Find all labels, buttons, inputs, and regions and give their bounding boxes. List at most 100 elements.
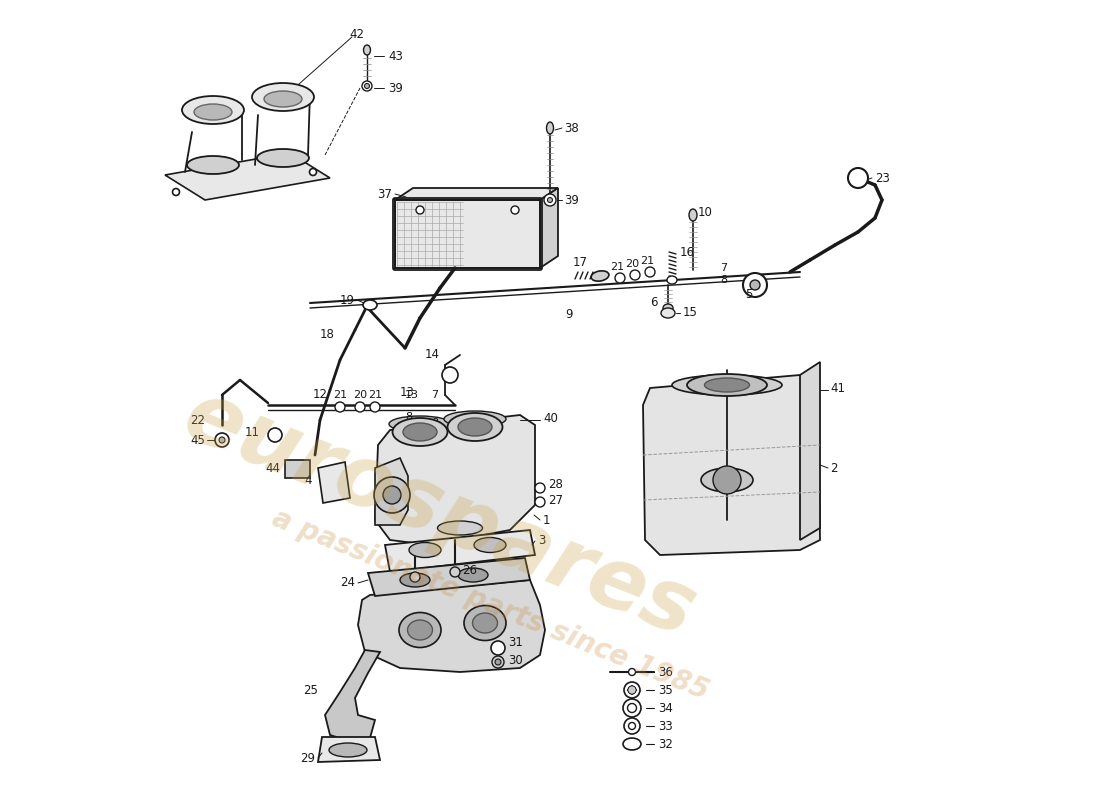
Text: 39: 39: [388, 82, 403, 94]
Text: 37: 37: [377, 187, 392, 201]
Ellipse shape: [363, 300, 377, 310]
Text: 40: 40: [543, 411, 558, 425]
Polygon shape: [800, 362, 820, 540]
Text: a passionate parts since 1985: a passionate parts since 1985: [267, 504, 713, 706]
Text: 19: 19: [340, 294, 355, 306]
Text: 38: 38: [564, 122, 579, 134]
Text: 4: 4: [305, 474, 312, 486]
Polygon shape: [375, 458, 408, 525]
Ellipse shape: [448, 413, 503, 441]
Ellipse shape: [672, 375, 782, 395]
Circle shape: [416, 206, 424, 214]
Text: 21: 21: [333, 390, 348, 400]
Ellipse shape: [409, 542, 441, 558]
Circle shape: [535, 497, 544, 507]
Circle shape: [615, 273, 625, 283]
Circle shape: [628, 686, 636, 694]
Circle shape: [548, 198, 552, 202]
Circle shape: [370, 402, 379, 412]
Text: 30: 30: [508, 654, 522, 666]
Polygon shape: [395, 188, 558, 200]
Circle shape: [410, 572, 420, 582]
Polygon shape: [165, 153, 330, 200]
Circle shape: [362, 81, 372, 91]
Text: 35: 35: [658, 683, 673, 697]
Ellipse shape: [329, 743, 367, 757]
Circle shape: [219, 437, 225, 443]
Circle shape: [628, 686, 636, 694]
Text: 3: 3: [538, 534, 546, 546]
Text: 20: 20: [625, 259, 639, 269]
Circle shape: [364, 83, 370, 89]
Text: 12: 12: [314, 389, 328, 402]
Text: 44: 44: [265, 462, 280, 474]
Ellipse shape: [474, 538, 506, 553]
Text: 45: 45: [190, 434, 205, 446]
Ellipse shape: [252, 83, 314, 111]
Circle shape: [535, 483, 544, 493]
Circle shape: [628, 686, 636, 694]
Circle shape: [623, 699, 641, 717]
Ellipse shape: [257, 149, 309, 167]
Circle shape: [383, 486, 402, 504]
Circle shape: [624, 718, 640, 734]
Ellipse shape: [187, 156, 239, 174]
Text: 36: 36: [658, 666, 673, 678]
Ellipse shape: [688, 374, 767, 396]
Text: 20: 20: [353, 390, 367, 400]
Text: 6: 6: [650, 295, 658, 309]
Ellipse shape: [438, 521, 483, 535]
Text: 33: 33: [658, 719, 673, 733]
Ellipse shape: [704, 378, 749, 392]
Text: 42: 42: [350, 29, 364, 42]
Circle shape: [173, 189, 179, 195]
Ellipse shape: [393, 418, 448, 446]
Polygon shape: [644, 375, 820, 555]
Text: 39: 39: [564, 194, 579, 206]
Circle shape: [628, 669, 636, 675]
Polygon shape: [285, 460, 310, 478]
Ellipse shape: [458, 418, 492, 436]
Circle shape: [492, 656, 504, 668]
Text: 27: 27: [548, 494, 563, 506]
Ellipse shape: [701, 468, 754, 492]
Ellipse shape: [403, 423, 437, 441]
Text: 2: 2: [830, 462, 837, 474]
Ellipse shape: [661, 308, 675, 318]
Text: 21: 21: [640, 256, 654, 266]
Text: 7: 7: [396, 422, 404, 432]
Circle shape: [713, 466, 741, 494]
Circle shape: [848, 168, 868, 188]
Circle shape: [645, 267, 654, 277]
Text: 25: 25: [304, 683, 318, 697]
Text: 15: 15: [683, 306, 697, 319]
Text: 8: 8: [720, 275, 727, 285]
Circle shape: [491, 641, 505, 655]
Circle shape: [624, 682, 640, 698]
Ellipse shape: [667, 276, 676, 284]
Text: 16: 16: [680, 246, 695, 258]
Circle shape: [450, 567, 460, 577]
Ellipse shape: [591, 271, 609, 281]
Text: 26: 26: [462, 563, 477, 577]
Circle shape: [214, 433, 229, 447]
Text: 22: 22: [190, 414, 205, 426]
Circle shape: [268, 428, 282, 442]
Polygon shape: [318, 462, 350, 503]
Circle shape: [374, 477, 410, 513]
Polygon shape: [324, 650, 380, 742]
Ellipse shape: [663, 304, 673, 312]
Text: 18: 18: [320, 329, 334, 342]
Text: 8: 8: [406, 412, 412, 422]
Text: 13: 13: [405, 390, 419, 400]
Text: 8: 8: [431, 418, 439, 428]
Circle shape: [442, 367, 458, 383]
Ellipse shape: [389, 416, 451, 432]
Ellipse shape: [363, 45, 371, 55]
Ellipse shape: [444, 411, 506, 427]
Ellipse shape: [407, 620, 432, 640]
Polygon shape: [385, 530, 535, 572]
Circle shape: [544, 194, 556, 206]
Circle shape: [628, 686, 636, 694]
Circle shape: [742, 273, 767, 297]
